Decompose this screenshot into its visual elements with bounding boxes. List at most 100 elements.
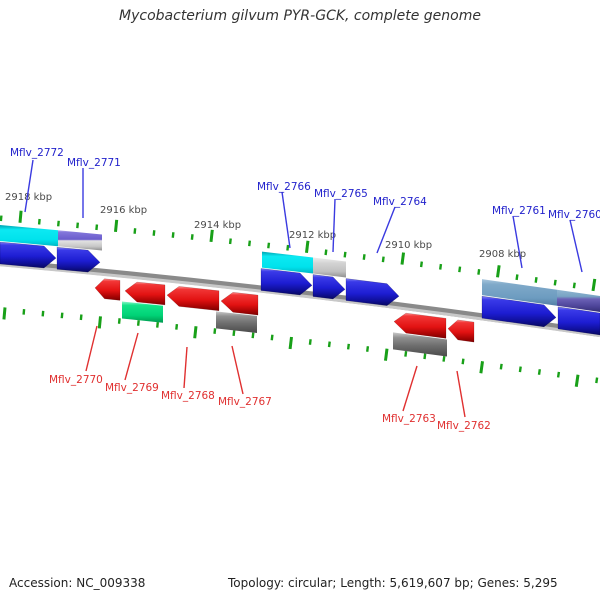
minor-tick-top	[248, 240, 252, 247]
minor-tick-top	[152, 230, 156, 236]
minor-tick-top	[286, 244, 290, 251]
leader-line-Mflv_2761	[512, 215, 523, 269]
minor-tick-top	[95, 224, 99, 231]
leader-line-Mflv_2765	[332, 198, 336, 253]
gene-label-Mflv_2765[interactable]: Mflv_2765	[314, 188, 368, 200]
gene-arrow-Mflv_2763[interactable]	[393, 312, 447, 339]
major-tick-top	[114, 219, 119, 233]
major-tick-bottom	[193, 326, 198, 339]
gene-arrow-Mflv_2766[interactable]	[260, 268, 313, 296]
gene-label-Mflv_2763[interactable]: Mflv_2763	[382, 413, 436, 425]
accession-text: Accession: NC_009338	[9, 576, 146, 590]
gene-arrow-Mflv_2767[interactable]	[220, 292, 259, 316]
gene-label-Mflv_2768[interactable]: Mflv_2768	[161, 390, 215, 402]
minor-tick-bottom	[270, 334, 274, 341]
axis-label: 2916 kbp	[100, 205, 147, 216]
minor-tick-bottom	[79, 314, 83, 321]
page-title: Mycobacterium gilvum PYR-GCK, complete g…	[119, 8, 481, 24]
gene-arrow-Mflv_2764[interactable]	[345, 278, 400, 306]
minor-tick-bottom	[366, 346, 370, 352]
axis-label: 2910 kbp	[385, 240, 432, 251]
axis-label: 2914 kbp	[194, 220, 241, 231]
axis-label: 2908 kbp	[479, 249, 526, 260]
minor-tick-bottom	[556, 371, 561, 378]
minor-tick-bottom	[60, 312, 64, 319]
minor-tick-bottom	[595, 377, 599, 384]
topology-text: Topology: circular; Length: 5,619,607 bp…	[228, 576, 558, 590]
gene-arrow-Mflv_2768[interactable]	[166, 286, 220, 312]
minor-tick-top	[76, 222, 80, 229]
minor-tick-top	[477, 269, 481, 275]
minor-tick-bottom	[156, 322, 159, 328]
minor-tick-bottom	[518, 366, 522, 373]
minor-tick-bottom	[41, 310, 45, 317]
major-tick-bottom	[574, 374, 580, 387]
gene-label-Mflv_2760[interactable]: Mflv_2760	[548, 209, 600, 221]
gene-arrow-Mflv_2765[interactable]	[312, 274, 346, 300]
minor-tick-bottom	[442, 355, 446, 362]
minor-tick-bottom	[308, 339, 312, 345]
gene-arrow-Mflv_2760[interactable]	[557, 306, 600, 336]
gene-label-Mflv_2769[interactable]: Mflv_2769	[105, 382, 159, 394]
minor-tick-bottom	[537, 369, 541, 375]
minor-tick-top	[171, 232, 175, 238]
axis-label: 2912 kbp	[289, 230, 336, 241]
minor-tick-top	[534, 276, 538, 283]
minor-tick-bottom	[136, 320, 140, 326]
minor-tick-bottom	[423, 353, 427, 360]
major-tick-bottom	[2, 307, 7, 320]
gene-arrow-Mflv_2772[interactable]	[0, 241, 57, 269]
gene-slab-Mflv_2766[interactable]	[262, 251, 313, 274]
major-tick-bottom	[97, 316, 102, 329]
gene-arrow-Mflv_2761[interactable]	[481, 295, 557, 328]
gene-label-Mflv_2772[interactable]: Mflv_2772	[10, 147, 64, 159]
gene-slab-Mflv_2767[interactable]	[216, 311, 257, 333]
minor-tick-bottom	[232, 330, 236, 337]
minor-tick-top	[553, 279, 557, 286]
minor-tick-top	[572, 282, 576, 289]
minor-tick-top	[267, 242, 271, 249]
gene-label-Mflv_2767[interactable]: Mflv_2767	[218, 396, 272, 408]
gene-slab-Mflv_2771[interactable]	[58, 230, 102, 251]
minor-tick-top	[324, 249, 328, 256]
minor-tick-top	[133, 228, 137, 234]
gene-arrow-Mflv_2769[interactable]	[124, 281, 166, 306]
major-tick-top	[496, 265, 501, 278]
leader-line-Mflv_2760	[569, 219, 583, 273]
minor-tick-top	[458, 266, 462, 273]
gene-slab-Mflv_2761[interactable]	[482, 279, 557, 306]
major-tick-top	[209, 229, 214, 243]
gene-slab-Mflv_2769[interactable]	[122, 301, 163, 323]
major-tick-top	[400, 252, 406, 265]
major-tick-top	[591, 278, 597, 292]
gene-label-Mflv_2764[interactable]: Mflv_2764	[373, 196, 427, 208]
axis-label: 2918 kbp	[5, 192, 52, 203]
gene-label-Mflv_2771[interactable]: Mflv_2771	[67, 157, 121, 169]
minor-tick-bottom	[175, 324, 179, 330]
gene-arrow-Mflv_2771[interactable]	[56, 246, 101, 273]
major-tick-top	[18, 210, 23, 223]
minor-tick-top	[439, 263, 443, 270]
leader-line-Mflv_2766	[281, 191, 291, 249]
major-tick-bottom	[479, 361, 484, 374]
gene-slab-Mflv_2763[interactable]	[393, 332, 447, 357]
gene-label-Mflv_2770[interactable]: Mflv_2770	[49, 374, 103, 386]
gene-arrow-Mflv_2762[interactable]	[447, 319, 475, 343]
gene-arrow-Mflv_2770[interactable]	[94, 278, 121, 301]
major-tick-bottom	[383, 348, 389, 361]
gene-label-Mflv_2761[interactable]: Mflv_2761	[492, 205, 546, 217]
gene-slab-Mflv_2765[interactable]	[313, 257, 346, 278]
minor-tick-bottom	[346, 343, 350, 350]
gene-slab-Mflv_2772[interactable]	[0, 225, 58, 247]
minor-tick-bottom	[213, 328, 217, 334]
major-tick-top	[305, 240, 310, 253]
gene-slab-Mflv_2760[interactable]	[557, 289, 600, 312]
leader-line-Mflv_2770	[85, 325, 98, 372]
gene-label-Mflv_2762[interactable]: Mflv_2762	[437, 420, 491, 432]
minor-tick-bottom	[117, 318, 121, 324]
minor-tick-bottom	[404, 350, 408, 357]
leader-line-Mflv_2768	[183, 346, 188, 389]
gene-label-Mflv_2766[interactable]: Mflv_2766	[257, 181, 311, 193]
